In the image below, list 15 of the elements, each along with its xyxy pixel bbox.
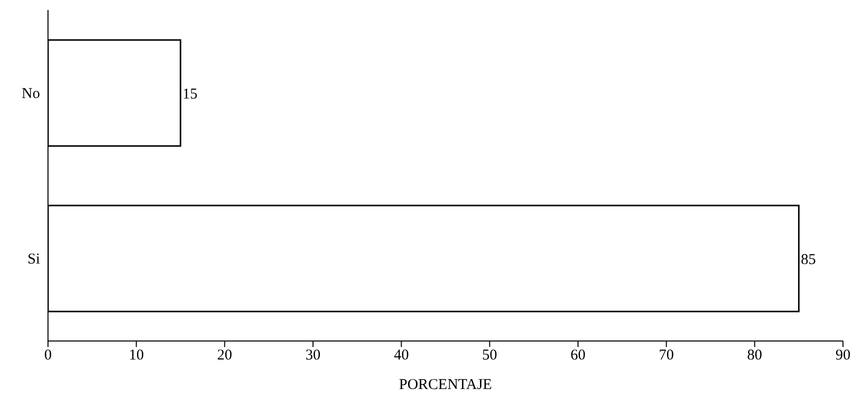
x-tick-label: 90 — [836, 348, 850, 364]
x-tick-label: 30 — [306, 348, 320, 364]
x-tick-label: 20 — [217, 348, 232, 364]
x-tick-label: 40 — [394, 348, 409, 364]
x-tick-label: 0 — [44, 348, 52, 364]
data-label: 15 — [182, 86, 198, 102]
x-tick-label: 70 — [658, 348, 674, 364]
x-tick-label: 80 — [747, 348, 762, 364]
y-tick-label: Si — [27, 252, 40, 268]
x-tick-label: 10 — [128, 348, 144, 364]
data-label: 85 — [800, 252, 816, 268]
x-tick-label: 60 — [570, 348, 586, 364]
x-axis-title: PORCENTAJE — [399, 377, 492, 393]
y-tick-label: No — [22, 86, 40, 102]
x-tick-label: 50 — [482, 348, 498, 364]
